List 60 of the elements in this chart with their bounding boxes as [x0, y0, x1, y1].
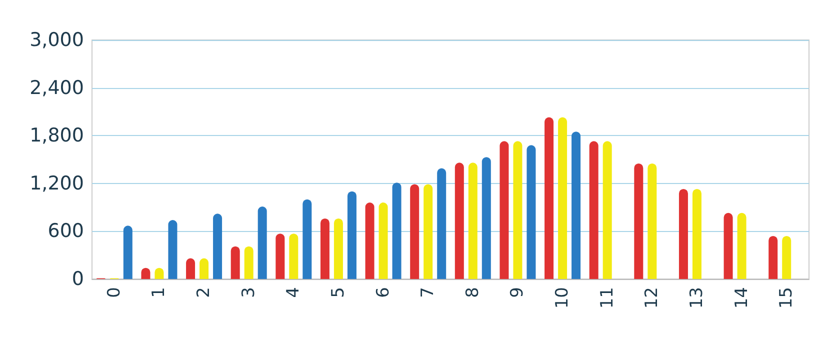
bar	[572, 132, 581, 279]
x-tick-label: 15	[776, 287, 797, 309]
bar	[768, 236, 778, 279]
bar	[678, 188, 688, 279]
bar	[365, 202, 374, 279]
bar	[392, 182, 402, 279]
bar	[513, 141, 522, 279]
bar	[302, 199, 312, 279]
x-tick-label: 14	[732, 287, 752, 309]
bar	[558, 117, 568, 279]
bar	[544, 117, 554, 279]
bar	[123, 226, 132, 279]
bar	[482, 157, 491, 279]
y-tick-label: 3,000	[30, 29, 84, 51]
x-tick-label: 6	[373, 287, 394, 298]
x-tick-label: 3	[238, 287, 259, 298]
x-tick-label: 10	[552, 287, 573, 309]
x-tick-label: 8	[462, 287, 483, 298]
bar	[692, 188, 702, 279]
bar	[289, 234, 298, 279]
bar	[244, 246, 254, 279]
x-tick-label: 12	[642, 287, 662, 309]
bar	[602, 141, 612, 279]
bar	[424, 184, 433, 279]
x-tick-label: 2	[194, 287, 214, 298]
x-tick-label: 0	[104, 287, 124, 298]
bar	[347, 191, 356, 279]
x-tick-label: 4	[284, 287, 304, 298]
bar	[258, 206, 267, 279]
bar	[648, 163, 657, 279]
bar	[276, 234, 285, 279]
x-tick-label: 1	[149, 287, 170, 298]
bar	[200, 258, 209, 279]
y-tick-label: 1,800	[30, 124, 84, 147]
x-tick-label: 5	[328, 287, 348, 298]
bar	[724, 212, 733, 279]
y-tick-label: 600	[48, 220, 84, 242]
bar	[334, 218, 343, 279]
bar	[737, 212, 746, 279]
x-tick-label: 13	[686, 287, 707, 309]
x-tick-label: 9	[508, 287, 528, 298]
bar	[437, 168, 446, 279]
bar	[589, 141, 598, 279]
bar	[634, 163, 644, 279]
bar	[526, 145, 536, 279]
bar	[320, 218, 330, 279]
y-tick-label: 2,400	[30, 76, 84, 99]
bar	[468, 162, 478, 279]
bar	[186, 258, 196, 279]
x-tick-label: 7	[418, 287, 438, 298]
y-tick-label: 1,200	[30, 172, 84, 194]
x-tick-label: 11	[597, 287, 618, 309]
bar	[500, 141, 509, 279]
bar	[230, 246, 240, 279]
bar	[782, 236, 792, 279]
bar	[213, 214, 222, 279]
bar	[410, 184, 420, 279]
bar	[168, 220, 178, 279]
bar	[378, 202, 388, 279]
bar	[454, 162, 464, 279]
